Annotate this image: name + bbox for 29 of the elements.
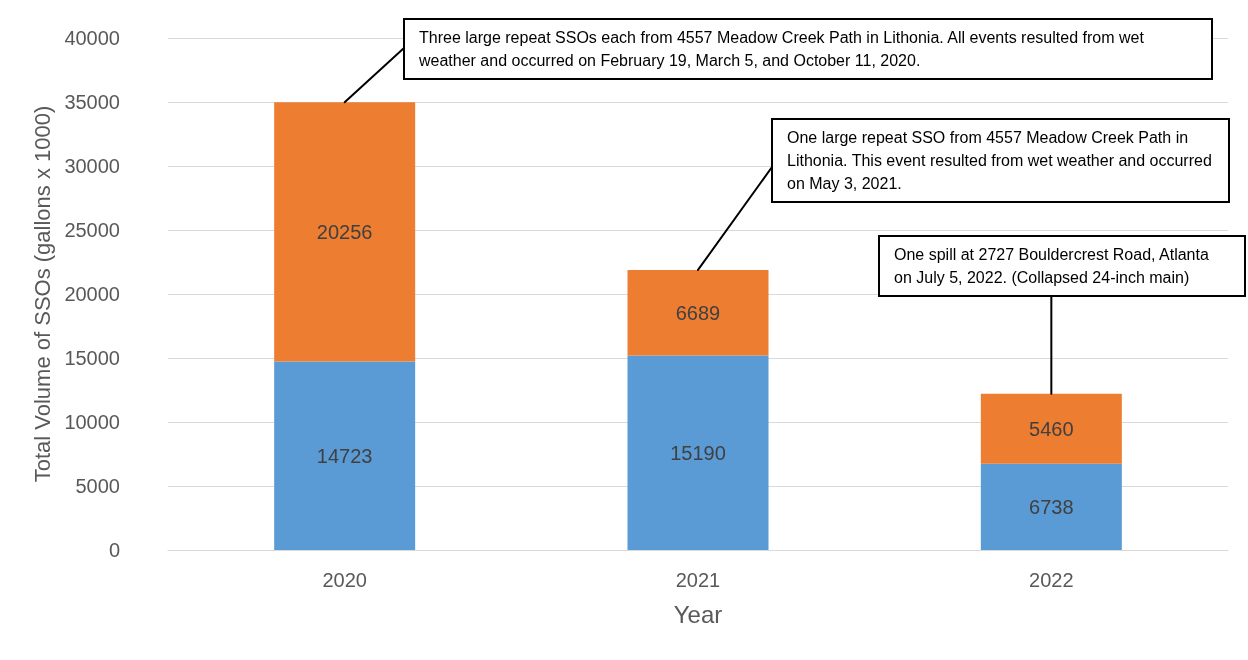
- y-tick-label: 30000: [64, 155, 120, 177]
- data-label: 14723: [316, 444, 373, 467]
- bar: [627, 269, 769, 356]
- y-tick-label: 5000: [75, 475, 120, 497]
- y-tick-label: 25000: [64, 219, 120, 241]
- y-tick-label: 15000: [64, 347, 120, 369]
- data-label: 6689: [675, 301, 721, 324]
- bar: [627, 355, 769, 550]
- y-tick-label: 40000: [64, 27, 120, 49]
- y-tick-label: 35000: [64, 91, 120, 113]
- bar: [980, 393, 1122, 464]
- bar: [274, 102, 416, 362]
- bar: [274, 361, 416, 550]
- callout-box: One large repeat SSO from 4557 Meadow Creek Path in Lithonia. This event resulted from wet weather and occurred on May 3, 2021.: [771, 118, 1230, 203]
- data-label: 5460: [1029, 417, 1074, 440]
- callout-box: One spill at 2727 Bouldercrest Road, Atlanta on July 5, 2022. (Collapsed 24-inch main): [878, 235, 1246, 297]
- data-label: 20256: [316, 220, 373, 243]
- x-tick-label: 2022: [1029, 569, 1074, 591]
- y-axis-title: Total Volume of SSOs (gallons x 1000): [29, 105, 55, 483]
- x-tick-label: 2020: [322, 569, 367, 591]
- data-label: 6738: [1029, 495, 1074, 518]
- y-tick-label: 0: [108, 539, 120, 561]
- data-label: 15190: [670, 441, 726, 464]
- x-tick-label: 2021: [675, 569, 721, 591]
- y-tick-label: 20000: [64, 283, 120, 305]
- callout-box: Three large repeat SSOs each from 4557 Meadow Creek Path in Lithonia. All events resulted from wet weather and occurred on February 19, March 5, and October 11, 2020.: [403, 18, 1213, 80]
- y-tick-label: 10000: [64, 411, 120, 433]
- x-axis-title: Year: [673, 600, 723, 628]
- bar: [980, 463, 1122, 550]
